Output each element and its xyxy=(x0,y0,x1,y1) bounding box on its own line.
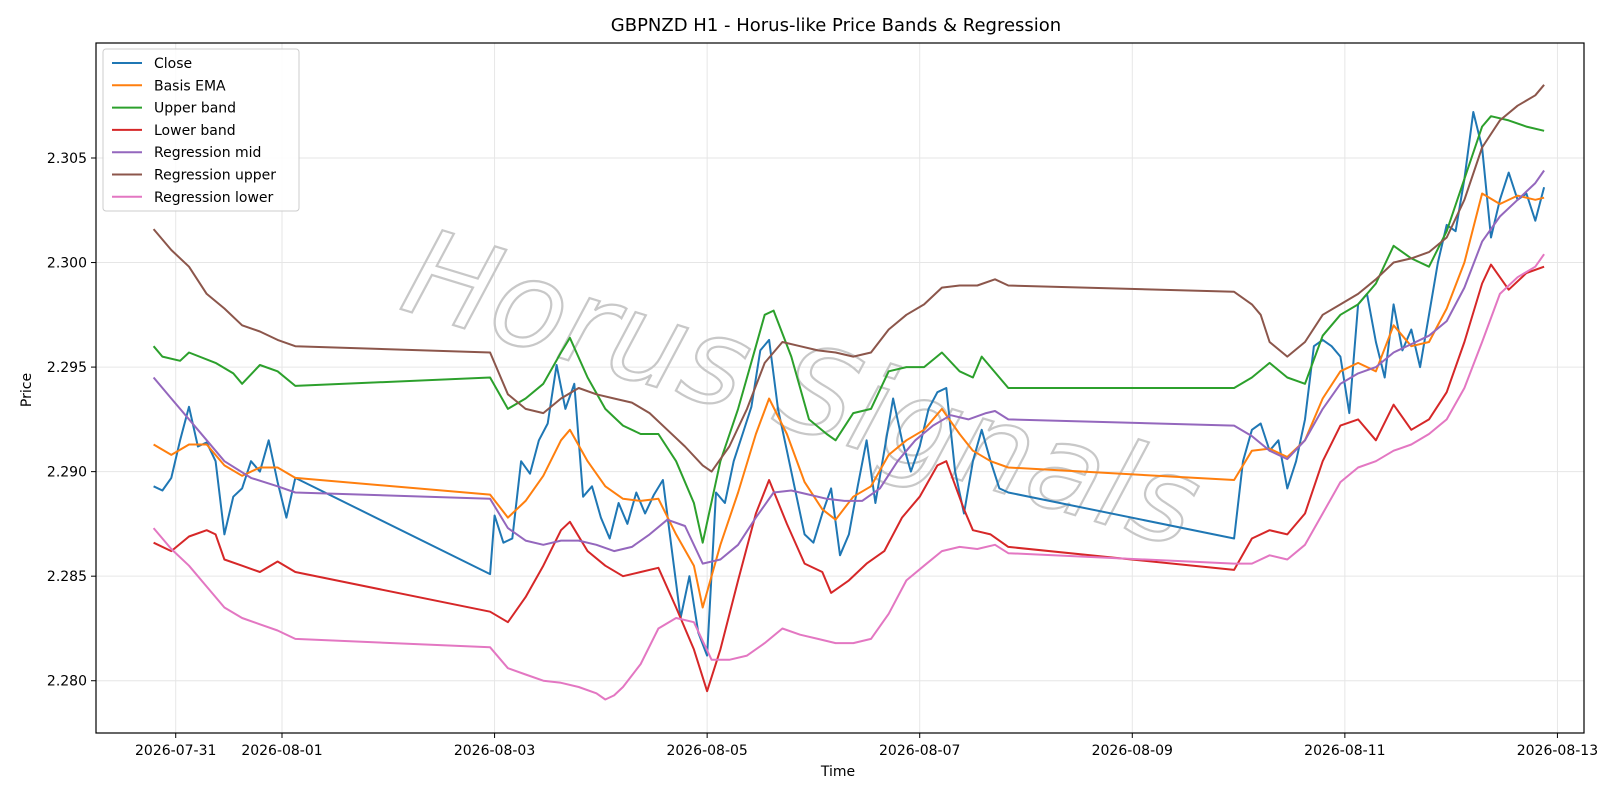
x-tick-label: 2026-08-01 xyxy=(241,743,322,759)
legend-label-regression-lower: Regression lower xyxy=(154,190,274,206)
series-line-regression-mid xyxy=(152,169,1545,565)
y-tick-label: 2.280 xyxy=(47,674,87,690)
y-axis: 2.280 2.285 2.290 2.295 2.300 2.305 xyxy=(47,151,96,690)
series-line-lower-band xyxy=(153,263,1545,693)
series-line-close xyxy=(153,111,1546,657)
y-tick-label: 2.285 xyxy=(47,569,87,585)
legend-label-regression-mid: Regression mid xyxy=(154,145,261,161)
series-line-regression-lower xyxy=(152,253,1545,701)
y-axis-label: Price xyxy=(19,373,35,407)
legend: Close Basis EMA Upper band Lower band Regres… xyxy=(102,48,300,212)
x-tick-label: 2026-08-05 xyxy=(666,743,747,759)
x-axis-label: Time xyxy=(820,764,855,780)
legend-label-close: Close xyxy=(154,56,192,72)
legend-box xyxy=(102,48,300,212)
x-tick-label: 2026-08-13 xyxy=(1517,743,1598,759)
x-tick-label: 2026-07-31 xyxy=(135,743,216,759)
x-tick-label: 2026-08-09 xyxy=(1092,743,1173,759)
y-tick-label: 2.295 xyxy=(47,360,87,376)
plot-lines xyxy=(152,84,1546,701)
x-tick-label: 2026-08-03 xyxy=(454,743,535,759)
legend-label-basis-ema: Basis EMA xyxy=(154,78,226,94)
y-tick-label: 2.305 xyxy=(47,151,87,167)
plot-frame xyxy=(95,42,1585,734)
x-tick-label: 2026-08-07 xyxy=(879,743,960,759)
chart-title: GBPNZD H1 - Horus-like Price Bands & Reg… xyxy=(611,15,1061,36)
x-tick-label: 2026-08-11 xyxy=(1304,743,1385,759)
legend-label-upper-band: Upper band xyxy=(154,101,236,117)
series-line-regression-upper xyxy=(152,84,1545,473)
series-line-upper-band xyxy=(152,115,1545,544)
legend-label-lower-band: Lower band xyxy=(154,123,236,139)
legend-label-regression-upper: Regression upper xyxy=(154,168,276,184)
x-axis: 2026-07-31 2026-08-01 2026-08-03 2026-08-05… xyxy=(135,733,1598,759)
y-tick-label: 2.300 xyxy=(47,256,87,272)
y-tick-label: 2.290 xyxy=(47,465,87,481)
grid xyxy=(96,43,1584,733)
